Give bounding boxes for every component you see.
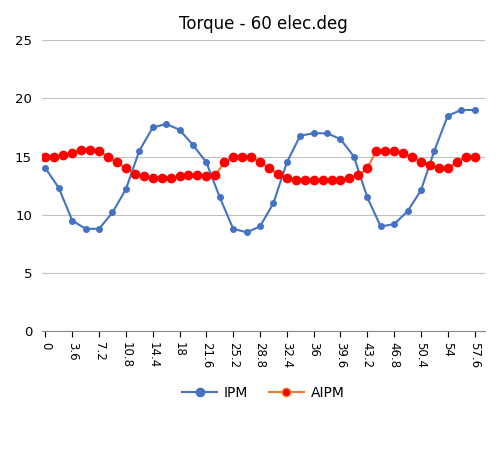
Legend: IPM, AIPM: IPM, AIPM <box>176 381 350 406</box>
Title: Torque - 60 elec.deg: Torque - 60 elec.deg <box>179 15 348 33</box>
